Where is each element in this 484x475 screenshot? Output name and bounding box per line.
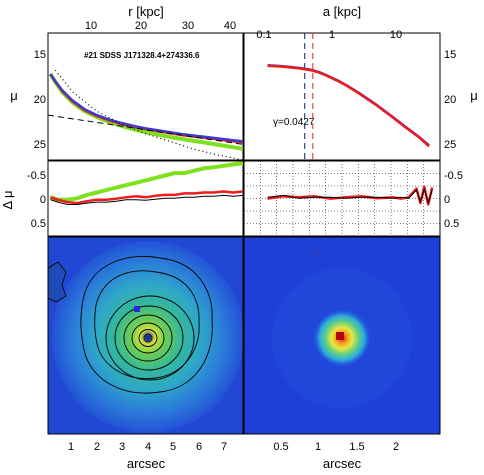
tl-y-tick-15: 15 bbox=[34, 49, 46, 61]
series-line-0 bbox=[267, 63, 430, 147]
bottom-left-ticks: 1 2 3 4 5 6 7 bbox=[68, 441, 227, 453]
series-line-0 bbox=[267, 185, 434, 206]
series-line-2 bbox=[50, 194, 243, 205]
middle-left-ylabel: Δ μ bbox=[0, 190, 15, 209]
mr-y-tick-0: 0 bbox=[444, 194, 450, 206]
panel-bottom-left-frame bbox=[47, 236, 244, 435]
bl-tick-5: 5 bbox=[170, 441, 176, 453]
tr-y-tick-15: 15 bbox=[444, 49, 456, 61]
tl-top-tick-20: 20 bbox=[135, 20, 147, 32]
tr-y-tick-25: 25 bbox=[444, 139, 456, 151]
tl-top-tick-40: 40 bbox=[224, 20, 236, 32]
bottom-right-ticks: 0.5 1 1.5 2 bbox=[273, 441, 399, 453]
br-tick-1: 1 bbox=[315, 441, 321, 453]
bottom-left-xlabel: arcsec bbox=[127, 456, 166, 471]
bl-tick-7: 7 bbox=[221, 441, 227, 453]
mr-y-tick-0.5: 0.5 bbox=[444, 218, 459, 230]
series-line-1 bbox=[50, 190, 243, 205]
tr-top-tick-10: 10 bbox=[390, 29, 402, 41]
tr-top-tick-1: 1 bbox=[329, 29, 335, 41]
top-right-series bbox=[267, 33, 430, 160]
bl-tick-1: 1 bbox=[68, 441, 74, 453]
br-tick-2: 2 bbox=[393, 441, 399, 453]
tl-top-tick-30: 30 bbox=[182, 20, 194, 32]
panel-bottom-right-frame bbox=[243, 236, 441, 435]
br-tick-1.5: 1.5 bbox=[349, 441, 364, 453]
series-line-4 bbox=[54, 69, 243, 160]
figure-annotation: #21 SDSS J171328.4+274336.6 bbox=[84, 51, 200, 60]
ml-y-tick-0.5: 0.5 bbox=[31, 218, 46, 230]
top-right-ylabel: μ bbox=[470, 88, 478, 103]
ml-y-tick--0.5: -0.5 bbox=[27, 170, 46, 182]
panel-middle-left-frame bbox=[47, 160, 244, 237]
gamma-annotation: γ=0.0427 bbox=[273, 117, 315, 128]
panel-top-right-frame bbox=[243, 32, 441, 161]
tl-y-tick-20: 20 bbox=[34, 94, 46, 106]
bottom-left-image bbox=[47, 237, 244, 434]
bottom-right-image bbox=[244, 237, 440, 434]
top-left-ticks: 10 20 30 40 15 20 25 bbox=[34, 20, 236, 151]
middle-right-series bbox=[267, 185, 434, 206]
tl-y-tick-25: 25 bbox=[34, 139, 46, 151]
bl-tick-3: 3 bbox=[119, 441, 125, 453]
tr-top-tick-0.1: 0.1 bbox=[256, 29, 271, 41]
middle-left-series bbox=[49, 161, 243, 205]
top-right-xlabel: a [kpc] bbox=[323, 4, 361, 19]
middle-right-grid bbox=[244, 161, 440, 236]
series-line-1 bbox=[267, 188, 433, 204]
panel-top-left-frame bbox=[47, 32, 244, 161]
bl-tick-6: 6 bbox=[196, 441, 202, 453]
ml-y-tick-0: 0 bbox=[40, 194, 46, 206]
series-line-0 bbox=[49, 161, 243, 202]
bl-tick-4: 4 bbox=[145, 441, 151, 453]
top-left-ylabel: μ bbox=[10, 88, 18, 103]
bl-tick-2: 2 bbox=[94, 441, 100, 453]
top-left-xlabel: r [kpc] bbox=[128, 4, 163, 19]
mr-y-tick--0.5: -0.5 bbox=[444, 170, 463, 182]
series-line-1 bbox=[267, 64, 430, 148]
tl-top-tick-10: 10 bbox=[85, 20, 97, 32]
top-left-series bbox=[48, 69, 243, 160]
series-line-3 bbox=[48, 114, 243, 145]
br-tick-0.5: 0.5 bbox=[273, 441, 288, 453]
tr-y-tick-20: 20 bbox=[444, 94, 456, 106]
series-line-2 bbox=[49, 73, 243, 143]
bottom-right-xlabel: arcsec bbox=[323, 456, 362, 471]
